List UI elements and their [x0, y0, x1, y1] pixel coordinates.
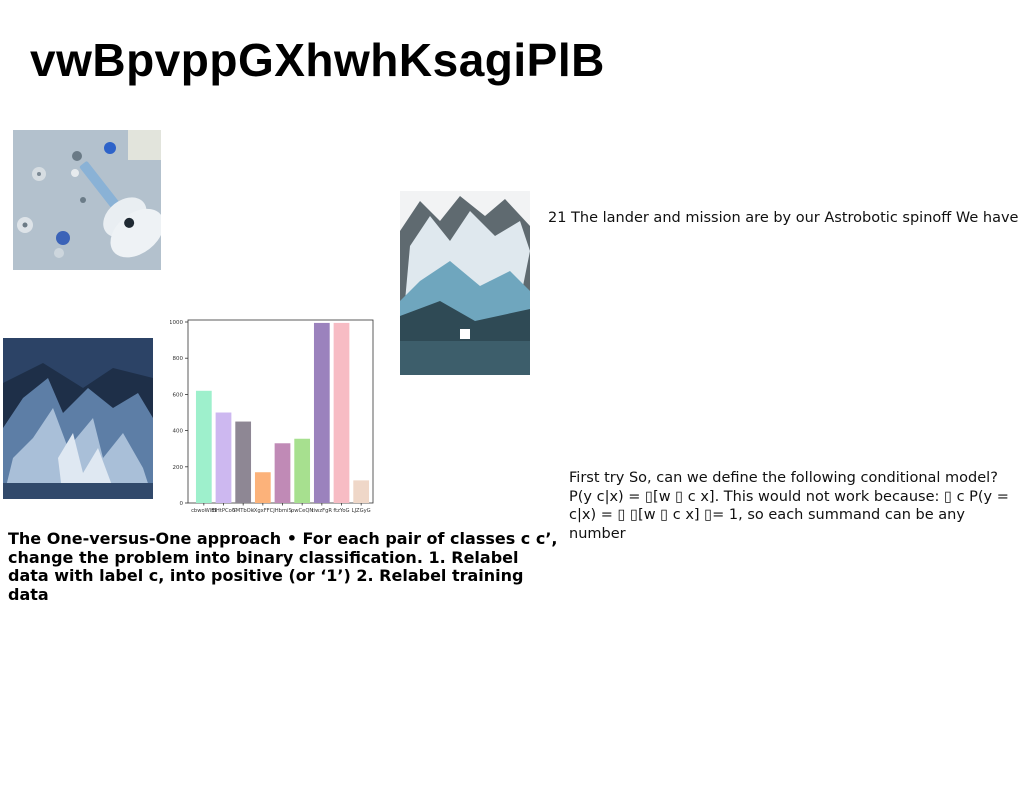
bar-tiwzFgR — [313, 322, 330, 503]
bar-chart: 0 200 400 600 800 1000 cbwoWlfB ElHtPCoG YMTbOk i… — [169, 315, 376, 520]
lander-paragraph: 21 The lander and mission are by our Ast… — [548, 210, 1019, 226]
ukulele-photo — [13, 130, 161, 270]
x-tick-label: cbwoWlfB — [191, 508, 217, 514]
mountain-photo — [400, 191, 530, 375]
bar-YMTbOk — [235, 421, 252, 503]
x-tick-label: tiwzFgR — [312, 508, 333, 514]
x-tick-label: pwCeQN — [291, 508, 313, 514]
x-tick-label: ftzYoG — [333, 508, 349, 514]
ice-cave-photo — [3, 338, 153, 499]
page-title: vwBpvppGXhwhKsagiPlB — [30, 34, 605, 86]
ice-cave-image — [3, 338, 153, 499]
x-tick-label: JHbmiS — [272, 508, 292, 514]
bar-ElHtPCoG — [215, 412, 232, 503]
y-tick-label: 1000 — [170, 320, 183, 326]
bar-ftzYoG — [333, 322, 350, 503]
mountain-image — [400, 191, 530, 375]
y-tick-label: 600 — [173, 392, 184, 398]
bar-LJZGyG — [353, 480, 370, 503]
x-tick-label: LJZGyG — [352, 508, 371, 514]
ukulele-image — [13, 130, 161, 270]
y-tick-label: 800 — [173, 356, 184, 362]
y-tick-label: 400 — [173, 429, 184, 435]
x-tick-label: iXgxFFC — [252, 508, 273, 514]
bar-JHbmiS — [274, 443, 291, 503]
y-tick-label: 200 — [173, 465, 184, 471]
bar-pwCeQN — [294, 438, 311, 503]
first-try-paragraph: First try So, can we define the followin… — [569, 470, 1009, 542]
bar-chart-svg: 0 200 400 600 800 1000 cbwoWlfBElHtPCoGYMTbOki… — [169, 319, 374, 514]
bar-iXgxFFC — [254, 472, 271, 503]
bar-cbwoWlfB — [195, 390, 212, 503]
one-vs-one-paragraph: The One-versus-One approach • For each p… — [8, 529, 558, 604]
y-tick-label: 0 — [180, 501, 184, 507]
x-tick-label: YMTbOk — [232, 508, 254, 514]
x-tick-label: ElHtPCoG — [211, 508, 236, 514]
